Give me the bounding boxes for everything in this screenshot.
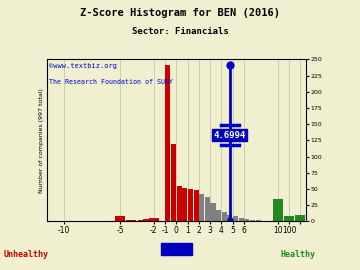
Text: Unhealthy: Unhealthy <box>4 250 49 259</box>
Bar <box>233 216 238 221</box>
Bar <box>143 220 153 221</box>
Bar <box>205 197 210 221</box>
Text: ©www.textbiz.org: ©www.textbiz.org <box>49 63 117 69</box>
Bar <box>171 144 176 221</box>
Bar <box>216 210 221 221</box>
Bar <box>115 216 125 221</box>
Bar <box>188 189 193 221</box>
Y-axis label: Number of companies (997 total): Number of companies (997 total) <box>39 88 44 193</box>
Bar <box>273 199 283 221</box>
Bar <box>222 212 227 221</box>
Text: Sector: Financials: Sector: Financials <box>132 27 228 36</box>
Bar <box>194 190 199 221</box>
Text: 4.6994: 4.6994 <box>214 131 246 140</box>
Bar <box>199 194 204 221</box>
Text: Z-Score Histogram for BEN (2016): Z-Score Histogram for BEN (2016) <box>80 8 280 18</box>
Text: Healthy: Healthy <box>281 250 316 259</box>
Bar <box>295 215 305 221</box>
Bar <box>177 186 182 221</box>
Bar <box>211 203 216 221</box>
Bar <box>138 220 148 221</box>
Bar <box>239 218 244 221</box>
Bar <box>126 220 136 221</box>
Bar <box>284 216 294 221</box>
Bar <box>244 220 249 221</box>
Bar <box>250 220 255 221</box>
Bar <box>165 65 171 221</box>
Bar <box>256 220 261 221</box>
Bar <box>149 218 159 221</box>
Bar <box>182 188 188 221</box>
Bar <box>228 215 233 221</box>
Text: The Research Foundation of SUNY: The Research Foundation of SUNY <box>49 79 174 85</box>
Text: Score: Score <box>163 244 190 253</box>
